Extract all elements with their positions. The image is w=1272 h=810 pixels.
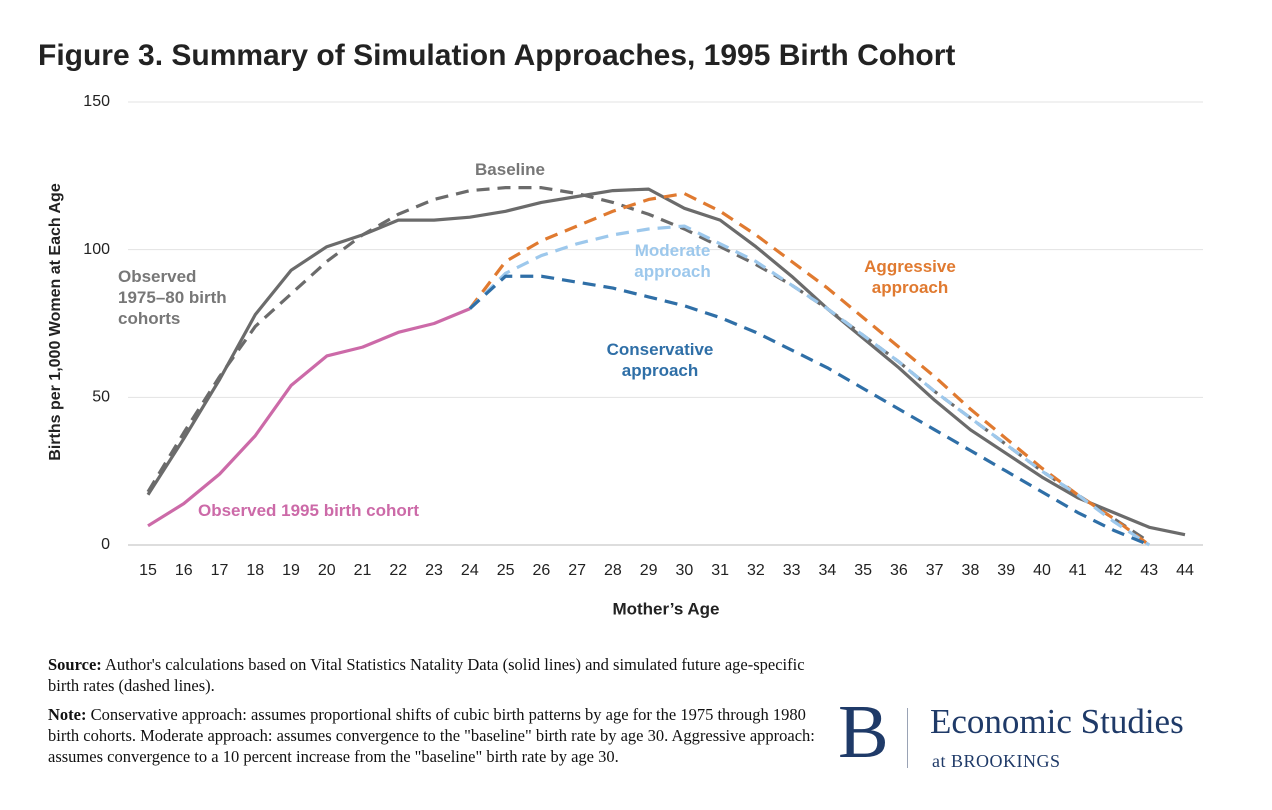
series-label: Aggressive approach xyxy=(864,257,956,297)
x-tick-label: 22 xyxy=(389,562,407,579)
series-label: Observed 1975–80 birth cohorts xyxy=(118,267,227,328)
x-tick-label: 26 xyxy=(532,562,550,579)
source-text: Author's calculations based on Vital Sta… xyxy=(48,655,805,695)
x-tick-label: 19 xyxy=(282,562,300,579)
series-label: Conservative approach xyxy=(606,340,714,380)
x-tick-label: 21 xyxy=(354,562,372,579)
x-tick-label: 39 xyxy=(997,562,1015,579)
series-line xyxy=(147,307,471,528)
x-tick-label: 15 xyxy=(139,562,157,579)
series-line xyxy=(468,224,1151,547)
x-tick-label: 17 xyxy=(211,562,229,579)
x-tick-label: 33 xyxy=(783,562,801,579)
note-label: Note: xyxy=(48,705,87,724)
x-tick-label: 30 xyxy=(675,562,693,579)
y-tick-label: 100 xyxy=(83,241,110,258)
y-tick-label: 0 xyxy=(101,536,110,553)
x-tick-label: 28 xyxy=(604,562,622,579)
note-block: Note: Conservative approach: assumes pro… xyxy=(48,704,838,767)
series-label: Baseline xyxy=(475,160,545,179)
x-tick-label: 43 xyxy=(1140,562,1158,579)
x-axis-label: Mother’s Age xyxy=(612,599,719,618)
y-tick-label: 50 xyxy=(92,389,110,406)
x-tick-label: 16 xyxy=(175,562,193,579)
x-tick-label: 42 xyxy=(1105,562,1123,579)
x-tick-label: 38 xyxy=(962,562,980,579)
series-line xyxy=(468,191,1151,547)
y-axis-label: Births per 1,000 Women at Each Age xyxy=(47,183,64,461)
logo-subtitle: at BROOKINGS xyxy=(932,751,1061,771)
series-line xyxy=(146,187,1186,537)
source-block: Source: Author's calculations based on V… xyxy=(48,654,838,696)
x-tick-label: 27 xyxy=(568,562,586,579)
chart-title: Figure 3. Summary of Simulation Approach… xyxy=(38,39,955,72)
chart: Figure 3. Summary of Simulation Approach… xyxy=(38,39,1203,618)
x-tick-label: 25 xyxy=(497,562,515,579)
x-tick-label: 18 xyxy=(246,562,264,579)
x-tick-label: 41 xyxy=(1069,562,1087,579)
logo-letter: B xyxy=(838,690,889,774)
x-tick-label: 24 xyxy=(461,562,479,579)
x-tick-label: 20 xyxy=(318,562,336,579)
x-tick-label: 35 xyxy=(854,562,872,579)
x-tick-label: 23 xyxy=(425,562,443,579)
x-tick-label: 37 xyxy=(926,562,944,579)
x-tick-label: 29 xyxy=(640,562,658,579)
x-tick-label: 31 xyxy=(711,562,729,579)
note-text: Conservative approach: assumes proportio… xyxy=(48,705,815,766)
x-tick-label: 40 xyxy=(1033,562,1051,579)
logo-title: Economic Studies xyxy=(930,702,1184,741)
series-line xyxy=(468,274,1150,547)
x-tick-label: 36 xyxy=(890,562,908,579)
x-tick-label: 44 xyxy=(1176,562,1194,579)
x-tick-label: 34 xyxy=(819,562,837,579)
logo-divider xyxy=(907,708,908,768)
x-tick-label: 32 xyxy=(747,562,765,579)
series-label: Observed 1995 birth cohort xyxy=(198,501,420,520)
series-label: Moderate approach xyxy=(634,241,711,281)
source-label: Source: xyxy=(48,655,102,674)
y-tick-label: 150 xyxy=(83,93,110,110)
